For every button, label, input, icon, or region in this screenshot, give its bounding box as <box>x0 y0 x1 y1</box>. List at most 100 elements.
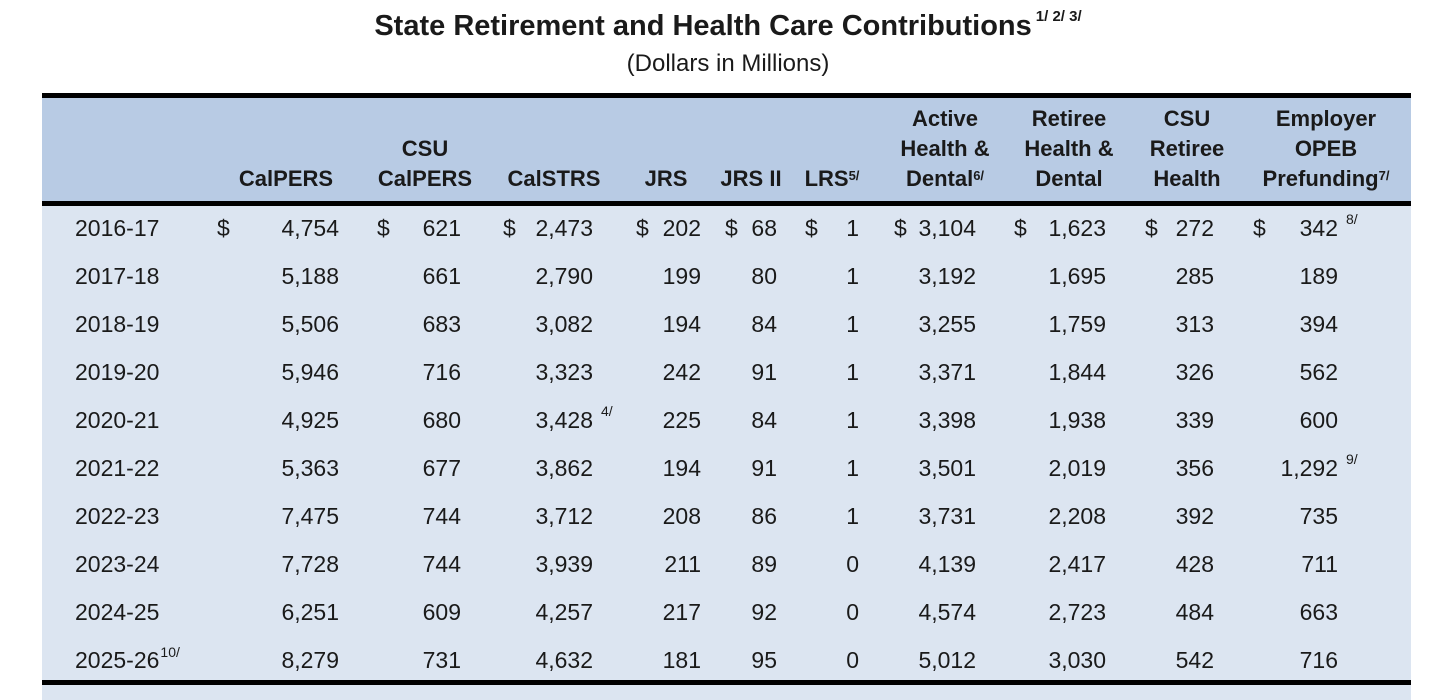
value-cell-jrs: 242 <box>662 359 701 385</box>
value-cell-active: 3,104 <box>918 215 976 241</box>
value-cell-calstrs: 2,790 <box>535 263 593 289</box>
column-header-line: LRS5/ <box>804 166 860 191</box>
value-cell-csu_retiree: 339 <box>1175 407 1214 433</box>
value-cell-lrs: 0 <box>846 599 859 625</box>
dollar-sign: $ <box>503 215 516 241</box>
table-row: 2021-22 5,363 677 3,862 194 91 1 3,501 2,019 356 1… <box>42 444 1411 492</box>
table-row: 2018-19 5,506 683 3,082 194 84 1 3,255 1,759 313 3… <box>42 300 1411 348</box>
value-cell-calpers: 8,279 <box>281 647 339 673</box>
year-cell: 2025-2610/ <box>75 644 180 673</box>
year-footnote: 10/ <box>160 644 180 660</box>
top-rule <box>42 93 1411 98</box>
column-footnote: 6/ <box>973 168 985 183</box>
value-cell-calpers: 5,946 <box>281 359 339 385</box>
value-cell-calstrs: 3,082 <box>535 311 593 337</box>
year-cell: 2019-20 <box>75 359 160 385</box>
column-header-line: Prefunding7/ <box>1262 166 1390 191</box>
dollar-sign: $ <box>1014 215 1027 241</box>
bottom-rule <box>42 680 1411 685</box>
value-cell-opeb: 342 <box>1299 215 1338 241</box>
value-cell-csu_retiree: 356 <box>1175 455 1214 481</box>
value-cell-opeb: 711 <box>1301 551 1338 577</box>
dollar-sign: $ <box>377 215 390 241</box>
value-cell-jrs: 199 <box>662 263 701 289</box>
value-cell-calstrs: 3,862 <box>535 455 593 481</box>
dollar-sign: $ <box>1253 215 1266 241</box>
value-cell-opeb: 394 <box>1299 311 1338 337</box>
value-cell-lrs: 1 <box>846 263 859 289</box>
value-cell-active: 3,501 <box>918 455 976 481</box>
column-header-line: Health & <box>900 136 990 161</box>
column-header-active: Active Health & Dental6/ <box>880 98 1010 201</box>
column-header-line: Retiree <box>1149 136 1225 161</box>
value-cell-lrs: 1 <box>846 455 859 481</box>
value-cell-jrs2: 89 <box>751 551 777 577</box>
value-cell-retiree: 1,844 <box>1048 359 1106 385</box>
value-cell-jrs: 217 <box>662 599 701 625</box>
table-row: 2016-17 $4,754 $621 $2,473 $202 $68 $1 $3,104 $1… <box>42 204 1411 252</box>
table-row: 2025-2610/8,279 731 4,632 181 95 0 5,012 3,030 5… <box>42 636 1411 684</box>
value-cell-opeb: 735 <box>1299 503 1338 529</box>
value-cell-jrs2: 86 <box>751 503 777 529</box>
table-row: 2022-23 7,475 744 3,712 208 86 1 3,731 2,208 392 7… <box>42 492 1411 540</box>
value-cell-calstrs: 3,712 <box>535 503 593 529</box>
value-cell-active: 3,731 <box>918 503 976 529</box>
column-footnote: 5/ <box>848 168 860 183</box>
column-header-csu_retiree: CSU Retiree Health <box>1132 98 1242 201</box>
value-footnote: 9/ <box>1346 451 1358 467</box>
value-cell-calpers: 5,506 <box>281 311 339 337</box>
value-cell-active: 4,574 <box>918 599 976 625</box>
value-cell-calstrs: 3,323 <box>535 359 593 385</box>
table-row: 2020-21 4,925 680 3,428 4/225 84 1 3,398 1,938 33… <box>42 396 1411 444</box>
value-cell-opeb: 663 <box>1299 599 1338 625</box>
value-cell-csu_retiree: 285 <box>1175 263 1214 289</box>
value-cell-opeb: 716 <box>1299 647 1338 673</box>
value-cell-active: 3,192 <box>918 263 976 289</box>
page-title: State Retirement and Health Care Contrib… <box>374 8 1082 42</box>
column-header-calstrs: CalSTRS <box>489 98 619 201</box>
value-cell-jrs2: 91 <box>751 455 777 481</box>
table-row: 2019-20 5,946 716 3,323 242 91 1 3,371 1,844 326 5… <box>42 348 1411 396</box>
value-cell-lrs: 1 <box>846 359 859 385</box>
table-row: 2024-25 6,251 609 4,257 217 92 0 4,574 2,723 484 6… <box>42 588 1411 636</box>
value-cell-calpers: 4,925 <box>281 407 339 433</box>
value-cell-active: 3,255 <box>918 311 976 337</box>
year-cell: 2024-25 <box>75 599 160 625</box>
value-cell-retiree: 1,938 <box>1048 407 1106 433</box>
value-cell-csu_calpers: 744 <box>422 503 461 529</box>
column-footnote: 7/ <box>1378 168 1390 183</box>
value-cell-retiree: 2,417 <box>1048 551 1106 577</box>
value-cell-lrs: 1 <box>846 215 859 241</box>
value-cell-lrs: 0 <box>846 551 859 577</box>
value-cell-csu_calpers: 609 <box>422 599 461 625</box>
table-row: 2017-18 5,188 661 2,790 199 80 1 3,192 1,695 285 1… <box>42 252 1411 300</box>
value-cell-opeb: 189 <box>1299 263 1338 289</box>
page-subtitle: (Dollars in Millions) <box>626 50 830 77</box>
value-cell-csu_calpers: 716 <box>422 359 461 385</box>
year-cell: 2016-17 <box>75 215 160 241</box>
value-cell-retiree: 1,623 <box>1048 215 1106 241</box>
column-header-line: CalPERS <box>238 166 334 191</box>
value-cell-jrs2: 84 <box>751 311 777 337</box>
value-cell-jrs: 194 <box>662 311 701 337</box>
value-cell-csu_calpers: 683 <box>422 311 461 337</box>
value-cell-calstrs: 2,473 <box>535 215 593 241</box>
column-header-jrs2: JRS II <box>706 98 796 201</box>
column-header-line: CalPERS <box>377 166 473 191</box>
value-cell-retiree: 1,695 <box>1048 263 1106 289</box>
column-header-line: Active <box>911 106 979 131</box>
column-header-line: CSU <box>1163 106 1211 131</box>
value-cell-calpers: 5,188 <box>281 263 339 289</box>
year-cell: 2021-22 <box>75 455 160 481</box>
value-cell-retiree: 1,759 <box>1048 311 1106 337</box>
dollar-sign: $ <box>725 215 738 241</box>
value-cell-jrs: 194 <box>662 455 701 481</box>
column-header-line: Health & <box>1024 136 1114 161</box>
column-header-calpers: CalPERS <box>216 98 356 201</box>
value-cell-calpers: 6,251 <box>281 599 339 625</box>
year-cell: 2018-19 <box>75 311 160 337</box>
value-cell-calstrs: 4,632 <box>535 647 593 673</box>
value-cell-calpers: 5,363 <box>281 455 339 481</box>
column-header-opeb: Employer OPEB Prefunding7/ <box>1241 98 1411 201</box>
dollar-sign: $ <box>636 215 649 241</box>
